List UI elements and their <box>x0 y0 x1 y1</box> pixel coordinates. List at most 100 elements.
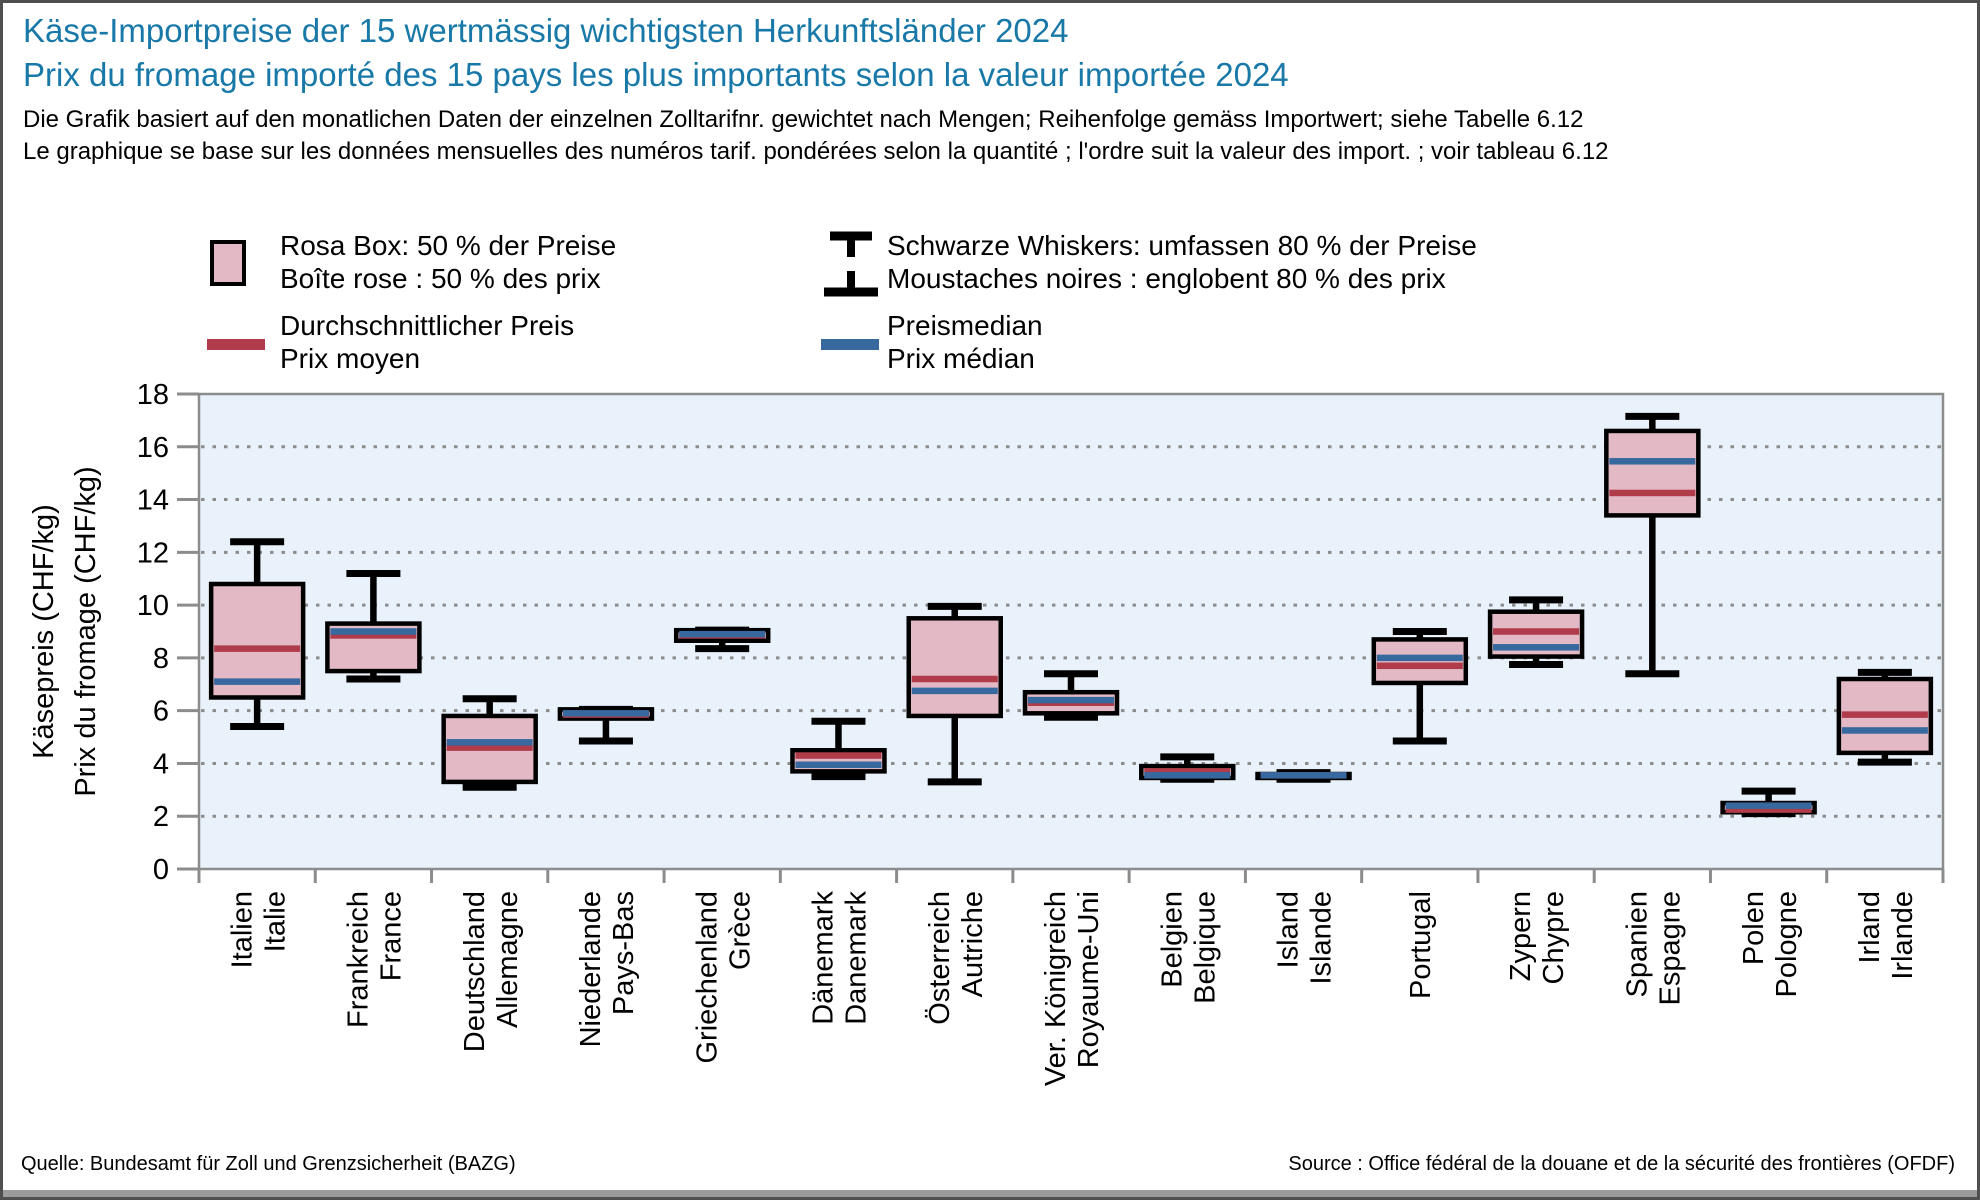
boxplot-group-ver-k-nigreich: Ver. Königreich Royaume-Uni <box>1022 670 1120 1086</box>
median-line <box>679 630 766 638</box>
mean-line <box>214 645 301 652</box>
iqr-box <box>1604 428 1701 518</box>
legend-median-label-de: Preismedian <box>887 310 1043 341</box>
y-tick-label: 6 <box>153 696 169 728</box>
x-category-label: Pays-Bas <box>608 891 640 1015</box>
mean-line <box>1725 806 1812 813</box>
x-category-label: Italie <box>259 891 291 952</box>
mean-line <box>1841 711 1928 718</box>
mean-line <box>330 632 417 639</box>
boxplot-group-irland: Irland Irlande <box>1836 668 1934 980</box>
median-line <box>795 761 882 769</box>
legend-box-label-fr: Boîte rose : 50 % des prix <box>280 263 601 294</box>
y-axis-label-german: Käsepreis (CHF/kg) <box>28 504 60 759</box>
median-line <box>1609 458 1696 465</box>
x-category-label: Spanien <box>1621 891 1653 997</box>
y-tick-label: 0 <box>153 854 169 886</box>
x-category-label: Dänemark <box>808 891 840 1025</box>
median-line <box>1028 696 1114 704</box>
boxplot-chart: 0 2 4 6 8 10 12 14 16 18 Käsepreis (CHF/kg) Prix du… <box>28 379 1945 1086</box>
plot-frame <box>197 392 1945 871</box>
boxplot-group-zypern: Zypern Chypre <box>1487 596 1585 985</box>
boxplot-group-d-nemark: Dänemark Danemark <box>790 717 887 1025</box>
mean-line <box>1144 768 1231 775</box>
iqr-box <box>1371 637 1469 686</box>
subtitle-german: Die Grafik basiert auf den monatlichen D… <box>23 106 1584 133</box>
y-tick-label: 8 <box>153 643 169 675</box>
y-tick-label: 16 <box>137 432 169 464</box>
boxplot-group-polen: Polen Pologne <box>1720 787 1817 997</box>
x-category-label: Chypre <box>1538 891 1570 985</box>
median-line <box>1841 727 1928 734</box>
title-french: Prix du fromage importé des 15 pays les … <box>23 56 1289 93</box>
median-line <box>214 678 301 685</box>
mean-line <box>446 744 533 751</box>
boxplot-group-griechenland: Griechenland Grèce <box>673 626 771 1064</box>
boxplot-group-portugal: Portugal <box>1371 628 1469 999</box>
x-category-label: Belgique <box>1189 891 1221 1004</box>
legend-median-label: Preismedian Prix médian <box>887 309 1043 375</box>
x-category-label: Espagne <box>1654 891 1686 1006</box>
y-tick-label: 12 <box>137 537 169 569</box>
x-category-label: Griechenland <box>691 891 723 1064</box>
y-axis-label-french: Prix du fromage (CHF/kg) <box>70 466 102 796</box>
x-category-label: Allemagne <box>492 891 524 1028</box>
median-line <box>911 687 998 695</box>
legend-whisker-label-fr: Moustaches noires : englobent 80 % des p… <box>887 263 1446 294</box>
legend-whisker-label-de: Schwarze Whiskers: umfassen 80 % der Pre… <box>887 230 1477 261</box>
x-category-label: Belgien <box>1156 891 1188 988</box>
x-category-label: Pologne <box>1771 891 1803 997</box>
x-category-label: Royaume-Uni <box>1073 891 1105 1068</box>
median-line <box>1144 772 1231 779</box>
legend-median-line-icon <box>821 339 879 350</box>
legend-mean-label: Durchschnittlicher Preis Prix moyen <box>280 309 574 375</box>
median-line <box>1725 802 1812 809</box>
legend-mean-label-de: Durchschnittlicher Preis <box>280 310 575 341</box>
boxplot-group-belgien: Belgien Belgique <box>1139 753 1236 1004</box>
bottom-frame-strip <box>3 1190 1977 1197</box>
legend-whisker-label: Schwarze Whiskers: umfassen 80 % der Pre… <box>887 229 1477 295</box>
boxplot-group-italien: Italien Italie <box>208 538 306 968</box>
median-line <box>562 710 649 717</box>
x-category-label: Autriche <box>957 891 989 997</box>
mean-line <box>1609 489 1696 497</box>
mean-line <box>795 752 882 759</box>
legend-mean-label-fr: Prix moyen <box>280 343 421 374</box>
x-category-label: Italien <box>226 891 258 968</box>
legend-box-label: Rosa Box: 50 % der Preise Boîte rose : 5… <box>280 229 616 295</box>
x-category-label: Islande <box>1306 891 1338 985</box>
source-french: Source : Office fédéral de la douane et … <box>1288 1153 1955 1175</box>
median-line <box>1376 654 1463 662</box>
mean-line <box>911 675 998 683</box>
x-category-label: Grèce <box>724 891 756 970</box>
x-category-label: Polen <box>1738 891 1770 965</box>
y-tick-label: 10 <box>137 590 169 622</box>
y-tick-label: 18 <box>137 379 169 411</box>
x-category-label: Danemark <box>841 891 873 1025</box>
median-line <box>1493 644 1580 651</box>
title-german: Käse-Importpreise der 15 wertmässig wich… <box>23 12 1069 49</box>
median-line <box>446 739 533 746</box>
boxplot-group--sterreich: Österreich Autriche <box>906 602 1003 1025</box>
x-category-label: France <box>376 891 408 981</box>
x-category-label: Zypern <box>1505 891 1537 981</box>
x-category-label: Ver. Königreich <box>1040 891 1072 1086</box>
iqr-box <box>906 616 1003 719</box>
mean-line <box>1376 662 1463 670</box>
y-tick-label: 14 <box>137 485 169 517</box>
y-tick-label: 4 <box>153 748 169 780</box>
x-category-label: Irlande <box>1887 891 1919 980</box>
legend-box-label-de: Rosa Box: 50 % der Preise <box>280 230 617 261</box>
x-category-label: Deutschland <box>459 891 491 1052</box>
x-category-label: Portugal <box>1405 891 1437 999</box>
legend-median-label-fr: Prix médian <box>887 343 1035 374</box>
median-line <box>330 628 417 635</box>
median-line <box>1260 772 1347 779</box>
source-german: Quelle: Bundesamt für Zoll und Grenzsich… <box>21 1153 516 1175</box>
x-category-label: Island <box>1273 891 1305 968</box>
mean-line <box>1493 628 1580 635</box>
y-tick-label: 2 <box>153 801 169 833</box>
boxplot-group-frankreich: Frankreich France <box>325 569 422 1028</box>
legend-box-swatch-icon <box>210 240 246 286</box>
